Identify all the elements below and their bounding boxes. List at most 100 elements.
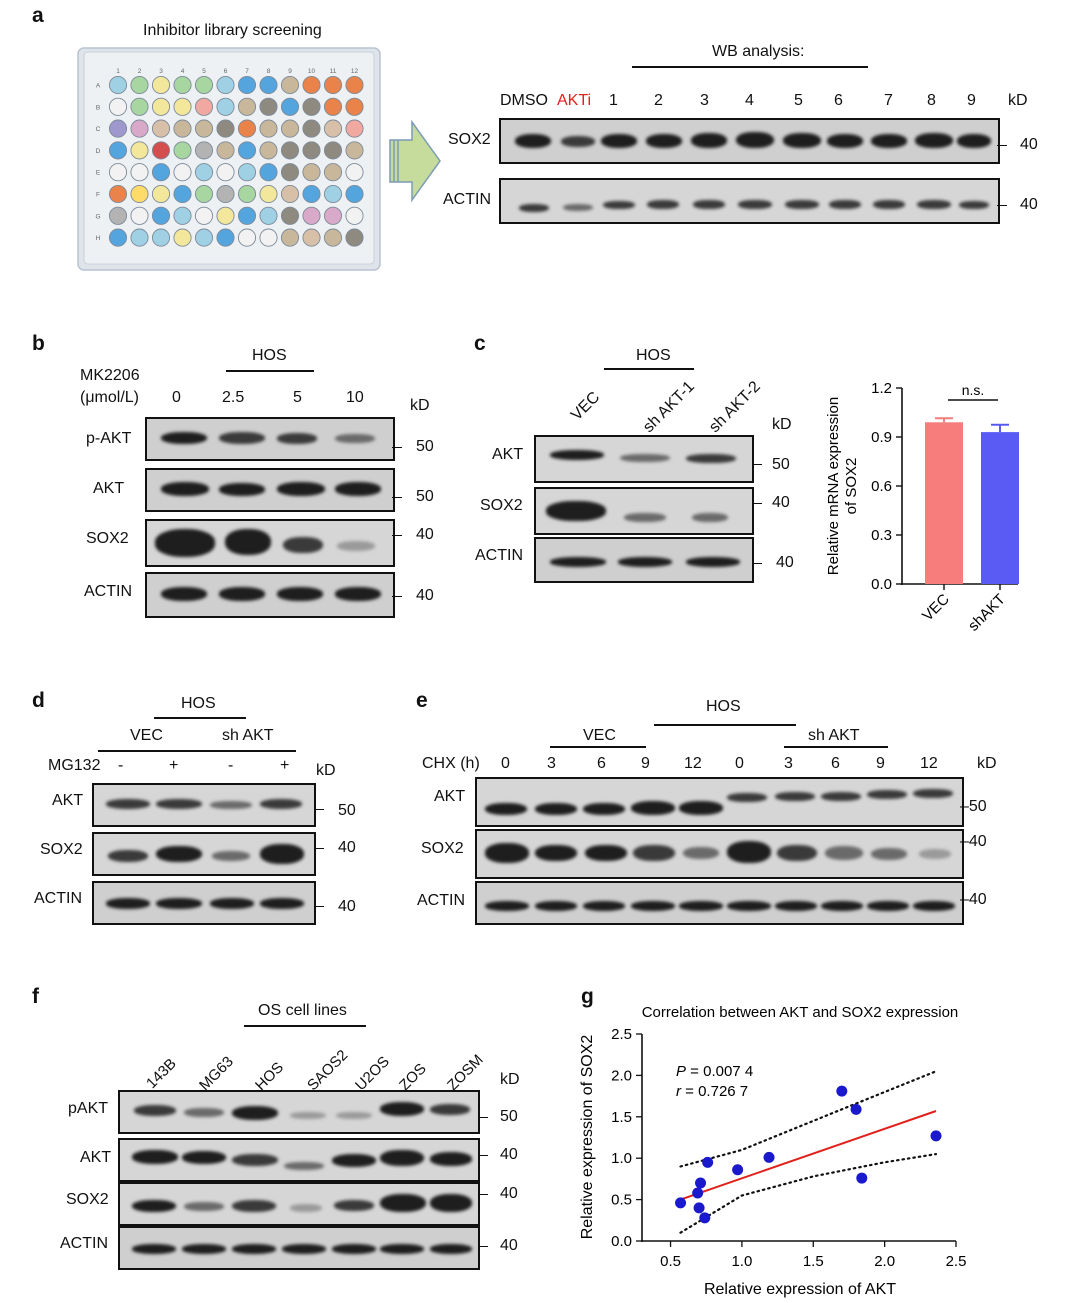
protein-label-actin: ACTIN [475, 547, 523, 564]
plate-well [173, 97, 192, 116]
marker-b-sox2: 40 [416, 526, 434, 543]
plate-well [259, 119, 278, 138]
plate-well [130, 75, 149, 95]
plate-well [216, 228, 235, 247]
plate-well [259, 163, 278, 182]
plate-well [345, 75, 364, 95]
time-8: 6 [831, 755, 840, 772]
blot-f-actin [118, 1226, 480, 1270]
lane-143b: 143B [143, 1055, 180, 1093]
y-tick-label: 0.6 [871, 478, 892, 495]
y-axis-label-line1: Relative mRNA expression [825, 397, 842, 575]
marker-e-actin: –40 [960, 891, 987, 908]
plate-well [302, 163, 321, 182]
time-7: 3 [784, 755, 793, 772]
protein-label-akt: AKT [93, 480, 125, 497]
plate-well [216, 206, 235, 225]
dose-0: 0 [172, 389, 181, 406]
x-tick-label: VEC [919, 591, 953, 625]
marker-tick [314, 848, 324, 849]
plate-well [302, 75, 321, 95]
cell-line-label: HOS [252, 347, 287, 364]
plate-well [151, 228, 171, 247]
y-tick-label: 2.0 [611, 1067, 632, 1084]
plate-well [345, 163, 364, 182]
protein-label-sox2: SOX2 [480, 497, 523, 514]
plate-wells [108, 75, 364, 247]
marker-tick [392, 447, 402, 448]
marker-e-sox2: –40 [960, 833, 987, 850]
y-tick-label: 0.9 [871, 429, 892, 446]
plate-well [323, 228, 343, 247]
marker-tick [752, 464, 762, 465]
wb-title-line [632, 66, 868, 68]
plate-well [323, 119, 343, 138]
plate-well [194, 163, 214, 182]
time-4: 9 [641, 755, 650, 772]
sign-4: + [280, 757, 290, 774]
blot-b-pakt [145, 417, 395, 461]
plate-row-label: D [96, 148, 101, 155]
plate-well [280, 97, 300, 116]
marker-f-akt: 40 [500, 1146, 518, 1163]
x-tick-label: 1.0 [731, 1253, 752, 1270]
confidence-band-lower [679, 1153, 938, 1234]
plate-well [237, 206, 257, 225]
plate-well [280, 228, 300, 247]
group-vec: VEC [583, 727, 616, 744]
plate-well [237, 184, 257, 204]
plate-well [130, 163, 149, 182]
cell-line-label: HOS [636, 347, 671, 364]
blot-f-pakt [118, 1090, 480, 1134]
plate-well [280, 184, 300, 204]
group-line [784, 746, 888, 748]
lane-sh-akt-1: sh AKT-1 [640, 378, 698, 437]
plate-well [237, 119, 257, 138]
plate-well [280, 119, 300, 138]
cell-line-label: HOS [706, 698, 741, 715]
plate-well [216, 75, 235, 95]
group-line [154, 717, 246, 719]
lane-5: 5 [794, 92, 803, 109]
plate-well [108, 163, 128, 182]
protein-label-akt: AKT [492, 446, 524, 463]
plate-well [216, 119, 235, 138]
marker-a-sox2: 40 [1020, 136, 1038, 153]
plate-well [302, 119, 321, 138]
plate-well [216, 97, 235, 116]
plate-well [302, 97, 321, 116]
wb-title: WB analysis: [712, 43, 805, 60]
lane-2: 2 [654, 92, 663, 109]
plate-well [302, 141, 321, 160]
blot-b-sox2 [145, 519, 395, 567]
plate-col-label: 9 [288, 68, 292, 75]
lane-hos: HOS [252, 1059, 288, 1095]
blot-b-actin [145, 572, 395, 618]
plate-row-labels: A B C D E F G H [95, 83, 100, 243]
data-point [836, 1085, 848, 1097]
protein-label-akt: AKT [52, 792, 84, 809]
plate-well [302, 184, 321, 204]
plate-col-label: 11 [330, 68, 337, 75]
plate-well [130, 141, 149, 160]
treatment-unit: (μmol/L) [80, 389, 139, 406]
y-tick-label: 0.0 [871, 576, 892, 593]
data-point [702, 1156, 714, 1168]
kd-label: kD [410, 397, 430, 414]
plate-well [108, 228, 128, 247]
sign-3: - [228, 757, 234, 774]
treatment-label: CHX (h) [422, 755, 480, 772]
protein-label-akt: AKT [434, 788, 466, 805]
marker-b-pakt: 50 [416, 438, 434, 455]
plate-row-label: H [96, 235, 101, 242]
y-axis-label-line2: of SOX2 [843, 458, 860, 515]
marker-tick [392, 535, 402, 536]
plate-well [194, 228, 214, 247]
chart-title: Correlation between AKT and SOX2 express… [642, 1004, 959, 1021]
protein-label-actin: ACTIN [417, 892, 465, 909]
plate-well [345, 141, 364, 160]
lane-zosm: ZOSM [444, 1051, 487, 1095]
blot-c-actin [534, 537, 754, 583]
plate-well [173, 184, 192, 204]
blot-a-actin [499, 178, 1000, 224]
